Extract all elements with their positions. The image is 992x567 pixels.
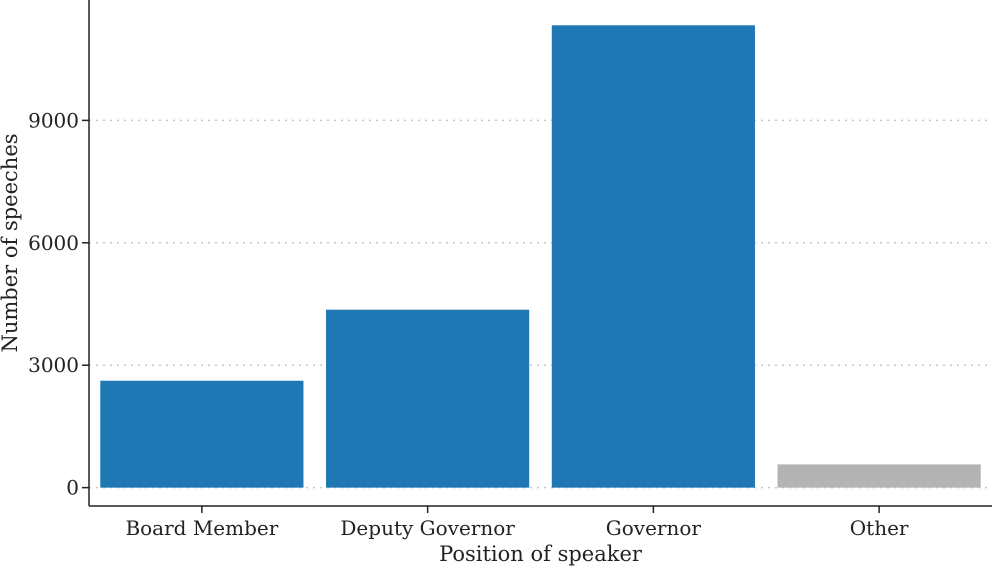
bar-governor [551, 25, 755, 488]
x-ticks: Board Member Deputy Governor Governor Other [125, 506, 909, 540]
bar-board-member [100, 380, 304, 488]
y-ticks: 0 3000 6000 9000 [28, 108, 89, 500]
x-tick-label: Deputy Governor [340, 516, 515, 540]
bar-deputy-governor [326, 309, 530, 488]
x-axis-title: Position of speaker [439, 542, 643, 566]
x-tick-label: Governor [606, 516, 702, 540]
bars [100, 25, 981, 488]
bar-other [777, 464, 981, 488]
y-axis-title: Number of speeches [0, 133, 22, 352]
axes [88, 0, 992, 507]
y-tick-label: 3000 [28, 353, 79, 377]
y-tick-label: 6000 [28, 231, 79, 255]
y-tick-label: 0 [66, 476, 79, 500]
y-tick-label: 9000 [28, 108, 79, 132]
x-tick-label: Board Member [125, 516, 278, 540]
x-tick-label: Other [850, 516, 909, 540]
